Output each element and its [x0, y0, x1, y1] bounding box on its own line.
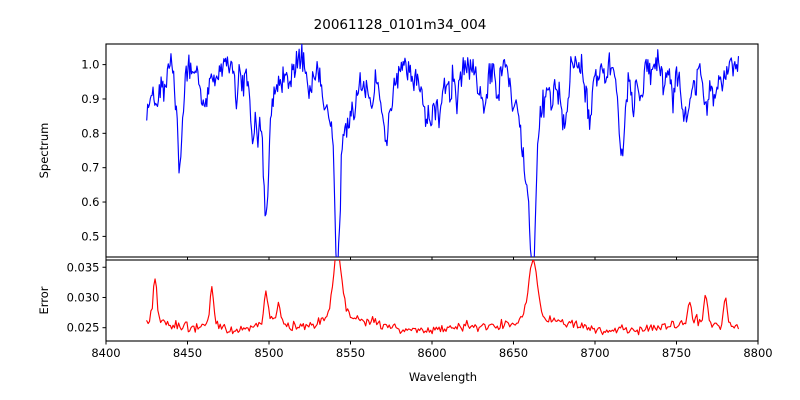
page-title: 20061128_0101m34_004 [314, 17, 487, 33]
x-tick-label: 8600 [417, 346, 446, 360]
y-tick-label: 0.035 [67, 260, 100, 274]
x-tick-label: 8550 [336, 346, 365, 360]
bottom-panel-y-axis-label: Error [37, 286, 51, 314]
top-panel-data-line [146, 44, 740, 257]
x-tick-label: 8450 [173, 346, 202, 360]
bottom-panel-data-line [146, 260, 739, 336]
x-tick-label: 8750 [662, 346, 691, 360]
y-tick-label: 0.6 [81, 195, 99, 209]
y-tick-label: 0.025 [67, 321, 100, 335]
x-tick-label: 8500 [254, 346, 283, 360]
y-tick-label: 0.9 [81, 92, 99, 106]
spectrum-panel: 0.5 0.6 0.7 0.8 0.9 1.0 Spectrum [37, 43, 759, 261]
y-tick-label: 1.0 [81, 58, 99, 72]
y-tick-label: 0.8 [81, 126, 99, 140]
x-tick-label: 8650 [499, 346, 528, 360]
x-axis-label: Wavelength [409, 370, 477, 384]
x-tick-label: 8700 [580, 346, 609, 360]
x-tick-label: 8400 [91, 346, 120, 360]
top-panel-y-axis-label: Spectrum [37, 123, 51, 179]
y-tick-label: 0.5 [81, 229, 99, 243]
y-tick-label: 0.7 [81, 161, 99, 175]
x-tick-label: 8800 [743, 346, 772, 360]
y-tick-label: 0.030 [67, 290, 100, 304]
error-panel: 8400 8450 8500 8550 8600 8650 8700 8750 8800 0.02… [37, 259, 773, 360]
